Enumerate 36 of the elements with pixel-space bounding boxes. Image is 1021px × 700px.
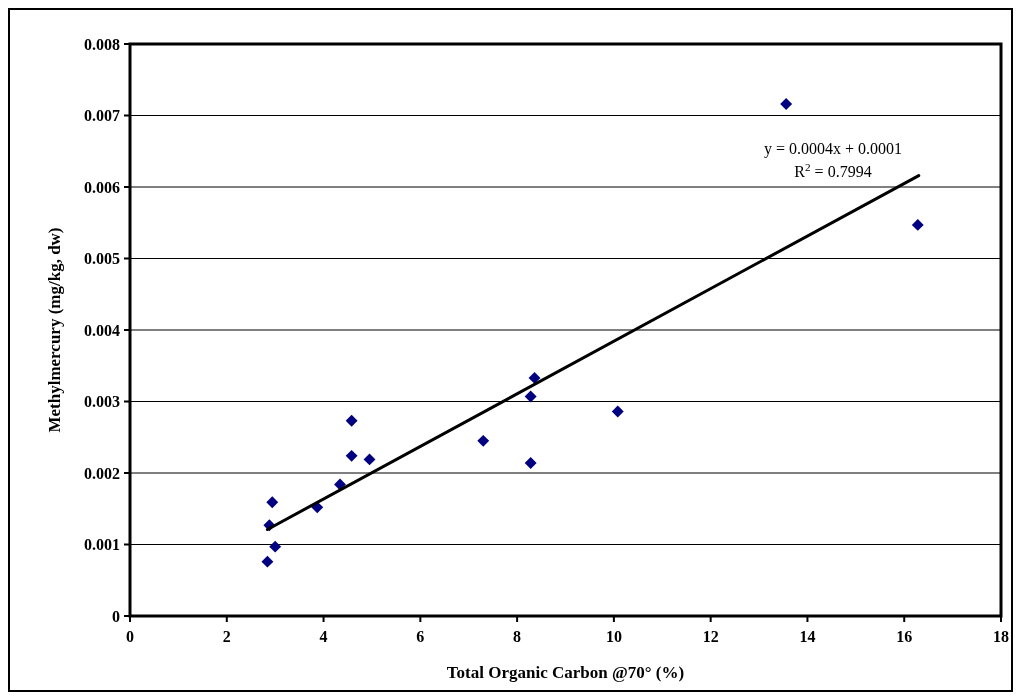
y-tick-label: 0: [112, 607, 120, 625]
x-tick-label: 0: [126, 628, 134, 645]
x-tick-label: 16: [896, 628, 913, 645]
x-tick-label: 18: [993, 628, 1009, 645]
y-tick-label: 0.007: [84, 107, 120, 125]
x-tick-label: 8: [513, 628, 522, 645]
y-tick-label: 0.002: [84, 464, 120, 482]
y-tick-label: 0.004: [84, 321, 120, 339]
point: [911, 218, 924, 231]
x-tick-label: 12: [702, 628, 719, 645]
y-tick-label: 0.008: [84, 35, 120, 53]
x-tick-label: 2: [222, 628, 231, 645]
point: [780, 98, 793, 110]
point: [528, 371, 541, 384]
point: [261, 555, 274, 568]
point: [363, 453, 376, 466]
annotation: y = 0.0004x + 0.0001: [763, 140, 903, 158]
x-tick-label: 4: [319, 628, 328, 645]
point: [345, 414, 358, 427]
point: [266, 496, 279, 509]
point: [524, 457, 537, 469]
y-axis-title: Methylmercury (mg/kg, dw): [45, 227, 64, 433]
x-tick-label: 6: [416, 628, 425, 645]
y-tick-label: 0.006: [84, 178, 120, 196]
y-tick-label: 0.001: [84, 536, 120, 554]
point: [269, 540, 282, 553]
point: [477, 434, 490, 447]
point: [345, 449, 358, 462]
y-tick-label: 0.005: [84, 250, 120, 268]
y-tick-label: 0.003: [84, 393, 120, 411]
x-axis-title: Total Organic Carbon @70° (%): [446, 663, 685, 682]
point: [611, 405, 624, 418]
x-tick-label: 10: [605, 628, 622, 645]
annotation: R$^{2}$ = 0.7994: [794, 161, 872, 180]
x-tick-label: 14: [799, 628, 816, 645]
point: [524, 390, 537, 403]
